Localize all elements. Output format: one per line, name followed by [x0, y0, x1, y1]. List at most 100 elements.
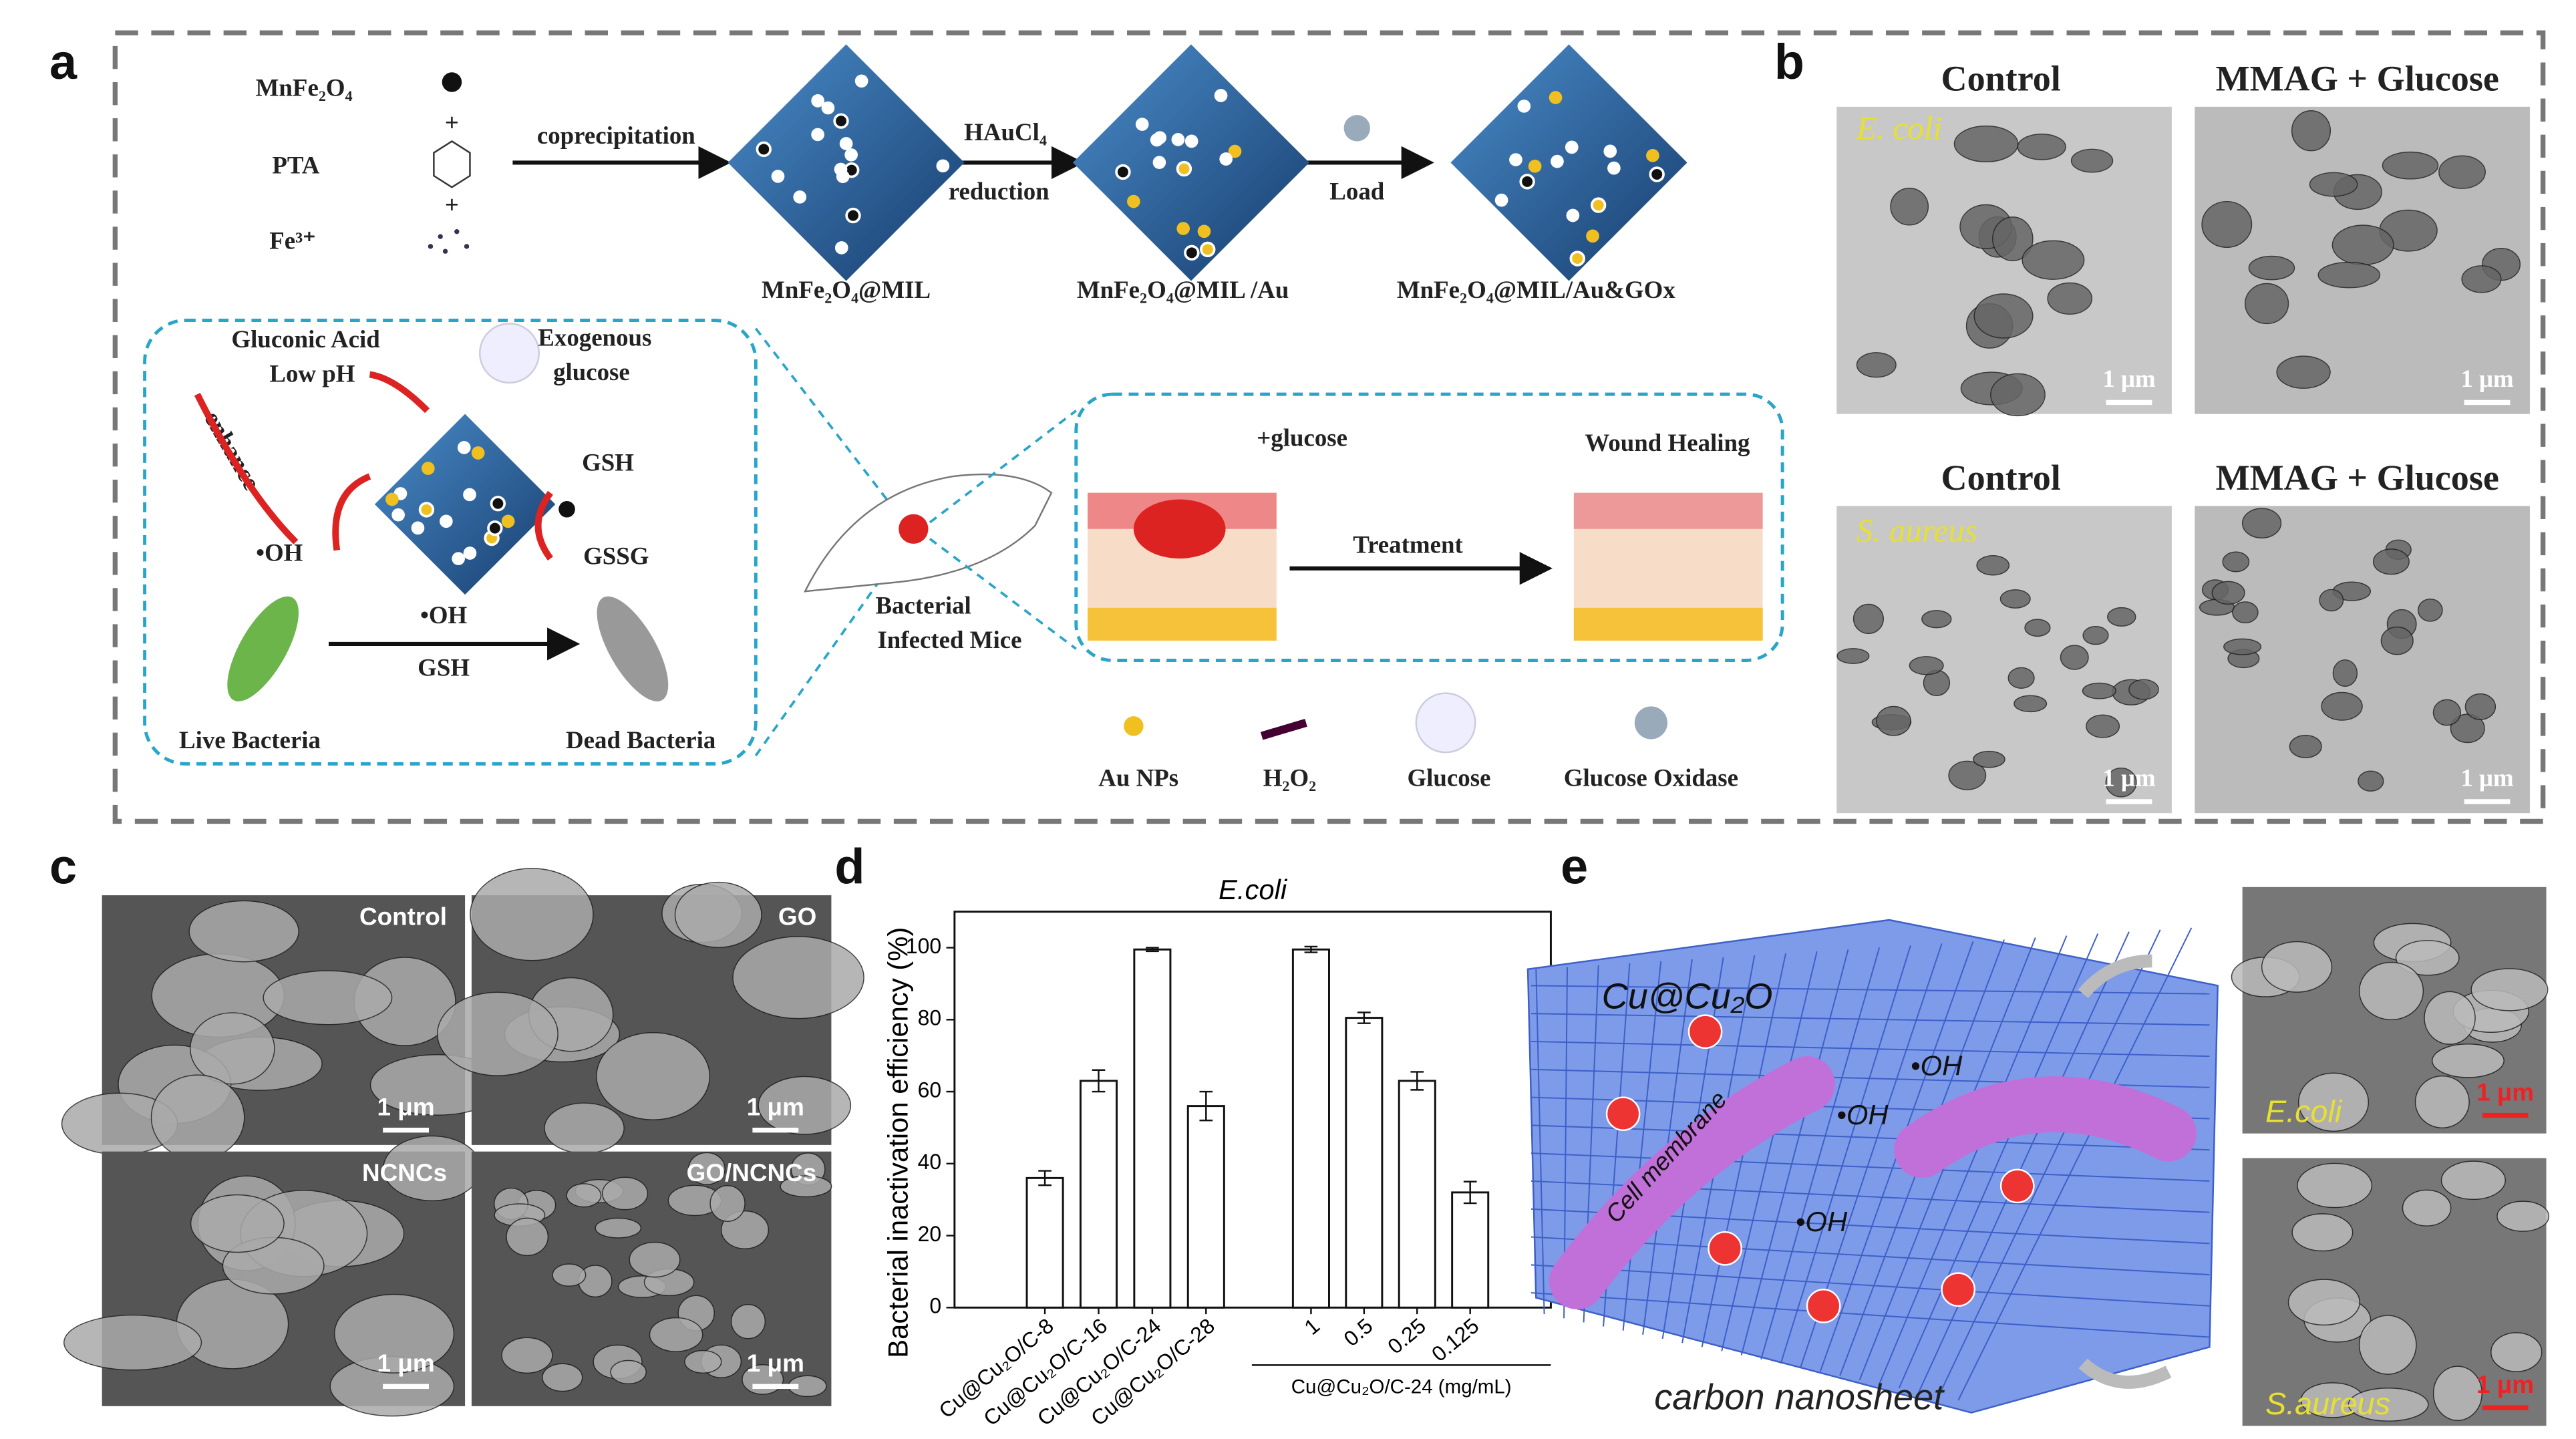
cell	[674, 881, 762, 949]
cell	[2358, 1315, 2417, 1375]
icon	[1343, 115, 1370, 142]
mesh-line	[1957, 927, 2193, 1401]
cell	[2432, 1366, 2482, 1422]
label: GO	[778, 903, 816, 930]
bacterium	[597, 596, 669, 701]
plus: +	[445, 108, 459, 136]
cell	[1990, 373, 2046, 417]
cell	[2022, 240, 2085, 280]
cell	[2432, 699, 2461, 726]
cell	[2414, 1075, 2470, 1129]
dot	[1171, 133, 1185, 146]
cell	[780, 1175, 832, 1198]
panel-label: c	[49, 839, 77, 895]
dot	[1646, 149, 1659, 162]
cell	[2490, 1332, 2543, 1372]
column-header: Control	[1941, 458, 2061, 498]
label: GSH	[582, 448, 634, 476]
particles	[1605, 1014, 2035, 1323]
label: •OH	[420, 601, 468, 629]
label: Exogenous	[538, 323, 651, 351]
cell	[730, 1303, 766, 1339]
label: Cu@Cu₂O	[1602, 976, 1773, 1016]
panel-a: MnFe₂O₄ PTA Fe³⁺ + + coprecipitation HAu…	[143, 44, 1784, 791]
x-tick-label: 0.125	[1427, 1313, 1483, 1366]
label: Bacterial	[875, 591, 971, 619]
cell	[2291, 110, 2331, 152]
label: glucose	[553, 358, 630, 385]
dot	[411, 521, 425, 535]
dot	[1586, 229, 1599, 243]
octahedron	[1450, 44, 1687, 281]
cell	[2461, 265, 2502, 293]
label: Low pH	[269, 360, 355, 387]
cell	[501, 1337, 553, 1374]
cell	[2128, 679, 2159, 700]
legend-label: Glucose Oxidase	[1564, 764, 1738, 791]
y-axis-label: Bacterial inactivation efficiency (%)	[882, 927, 914, 1358]
infection	[899, 514, 929, 544]
y-tick-label: 80	[918, 1006, 942, 1030]
dot	[1517, 100, 1531, 113]
mesh-line	[1535, 969, 1545, 1315]
cell	[2289, 734, 2322, 758]
cell	[2358, 770, 2384, 792]
label: +glucose	[1257, 424, 1347, 451]
icon	[433, 140, 471, 188]
cell	[333, 1293, 455, 1374]
cell	[506, 1217, 549, 1257]
mesh-line	[1780, 945, 1911, 1364]
dot	[471, 446, 485, 460]
bar	[1398, 1080, 1436, 1309]
legend-icon	[1415, 692, 1476, 754]
label: S. aureus	[1857, 512, 1977, 548]
dot	[845, 207, 861, 224]
dot	[854, 74, 868, 88]
cell	[2291, 1213, 2354, 1252]
cell	[687, 1152, 726, 1185]
cell	[2248, 255, 2295, 281]
dot	[385, 492, 399, 506]
dot	[821, 101, 835, 115]
panel-label: b	[1774, 34, 1804, 90]
panel-e: Cu@Cu₂O •OH •OH •OH Cell membrane carbon…	[1526, 887, 2550, 1426]
bar	[1025, 1176, 1064, 1309]
legend-icon	[1124, 716, 1144, 736]
cell	[1836, 648, 1870, 664]
dot	[1184, 245, 1200, 261]
mesh-line	[1531, 1152, 2210, 1182]
cell	[2017, 134, 2066, 160]
cell	[188, 900, 299, 963]
column-header: MMAG + Glucose	[2216, 58, 2499, 98]
dot	[391, 508, 405, 522]
legend-icon	[1260, 719, 1307, 740]
label: Infected Mice	[877, 626, 1021, 653]
cell	[2438, 155, 2486, 189]
cell	[190, 1194, 285, 1253]
cell	[2232, 601, 2259, 624]
cell	[2402, 1189, 2452, 1227]
dot	[1528, 159, 1542, 173]
error-bar	[1199, 1090, 1213, 1122]
mesh-line	[1531, 1292, 2210, 1338]
cell	[2297, 1162, 2373, 1209]
x-tick-label: 1	[1299, 1313, 1324, 1339]
cell	[1921, 610, 1952, 629]
error-bar	[1146, 947, 1159, 953]
mesh-line	[1531, 1264, 2210, 1307]
bar	[1079, 1080, 1118, 1309]
mouse	[803, 473, 1053, 593]
cell	[2287, 1279, 2360, 1326]
cell	[2082, 682, 2116, 699]
dashed-frame	[112, 30, 2546, 824]
arrow	[332, 473, 371, 551]
x-group-label: Cu@Cu₂O/C-24 (mg/mL)	[1291, 1376, 1512, 1398]
cell	[2107, 607, 2136, 627]
bar	[1345, 1017, 1384, 1309]
dot	[1127, 194, 1140, 208]
cell	[1999, 589, 2031, 609]
icon	[442, 72, 462, 92]
chart-title: E.coli	[1219, 874, 1288, 905]
cell	[2331, 224, 2394, 266]
